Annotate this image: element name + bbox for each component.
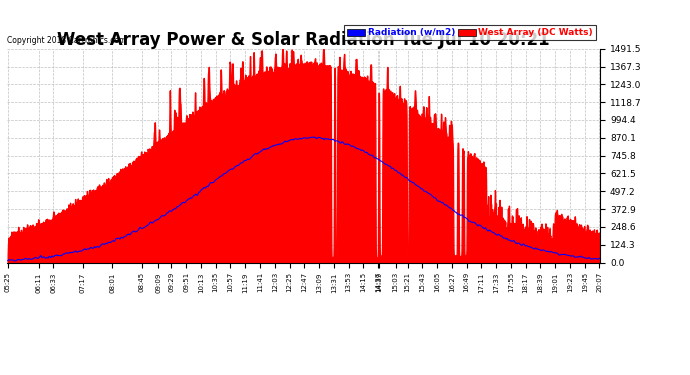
Text: Copyright 2018 Cartronics.com: Copyright 2018 Cartronics.com — [7, 36, 126, 45]
Legend: Radiation (w/m2), West Array (DC Watts): Radiation (w/m2), West Array (DC Watts) — [344, 26, 595, 40]
Title: West Array Power & Solar Radiation Tue Jul 10 20:21: West Array Power & Solar Radiation Tue J… — [57, 31, 550, 49]
